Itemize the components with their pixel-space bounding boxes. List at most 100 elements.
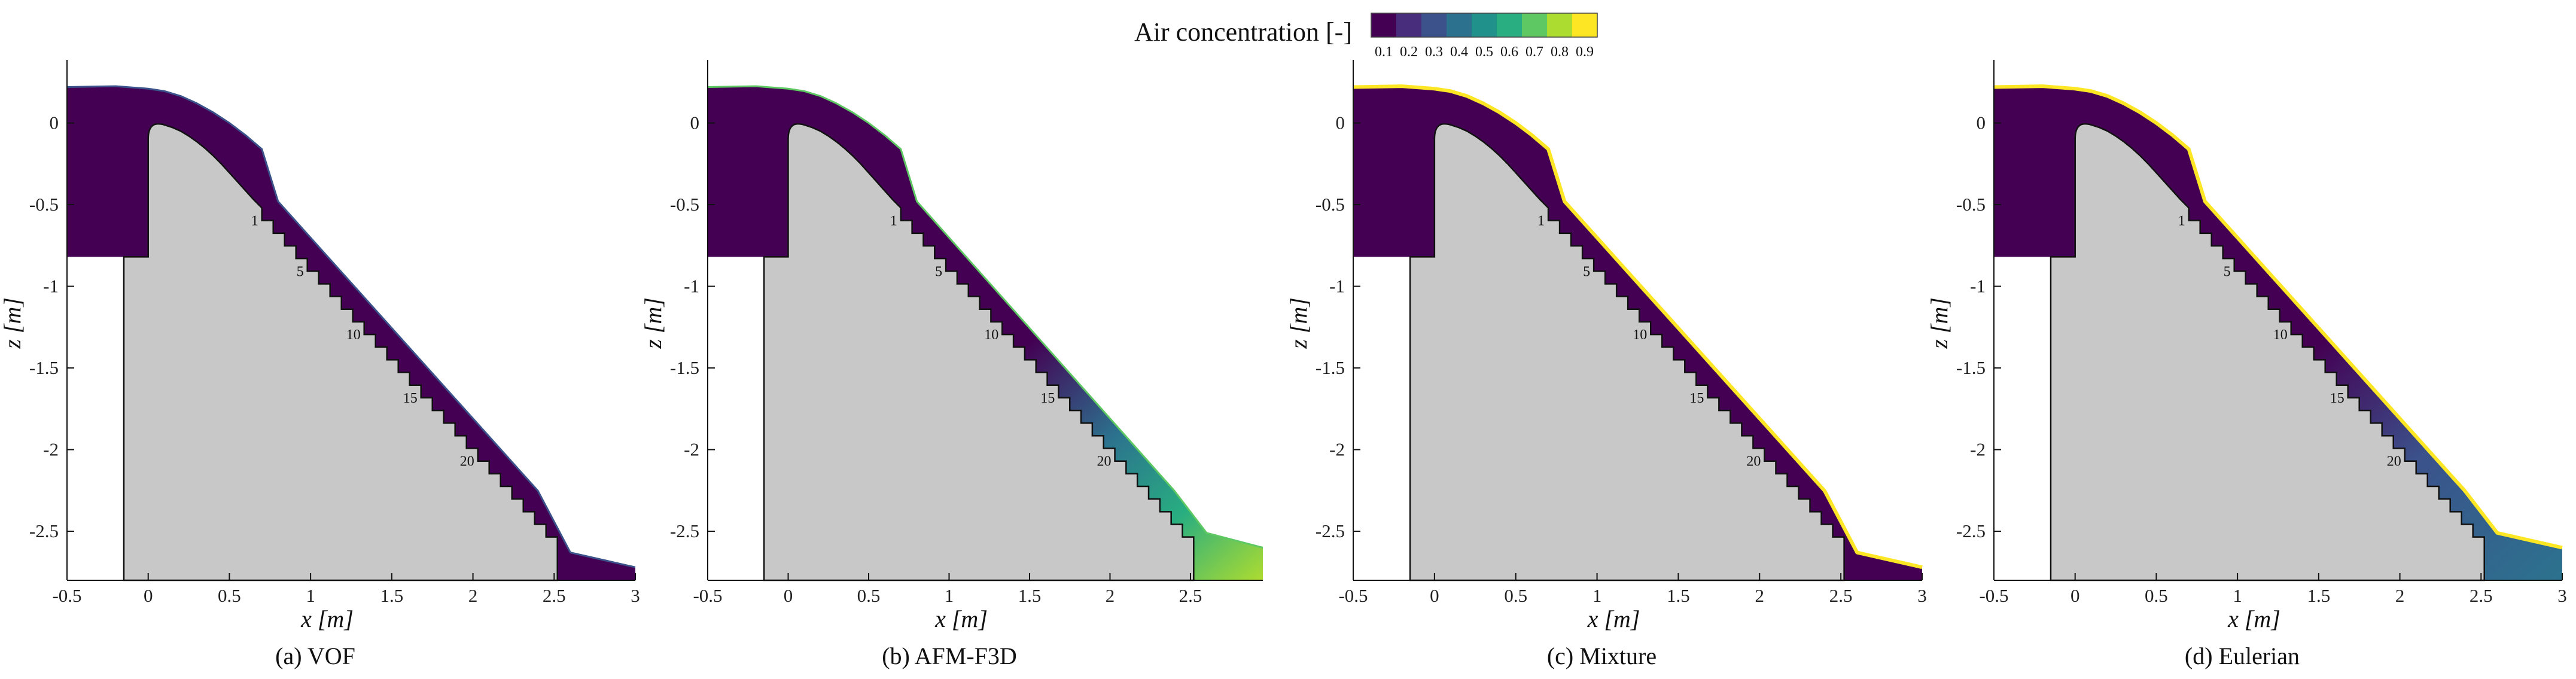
x-tick-label: 2 (2395, 585, 2405, 606)
colorbar-ticks: 0.1 0.2 0.3 0.4 0.5 0.6 0.7 0.8 0.9 (1375, 44, 1594, 60)
x-tick-label: -0.5 (693, 585, 722, 606)
spillway-body (763, 123, 1195, 581)
step-label: 20 (1097, 454, 1112, 470)
x-tick-label: 2.5 (2470, 585, 2493, 606)
x-tick-label: 3 (631, 585, 640, 606)
x-axis-label: x [m] (934, 605, 988, 632)
y-tick-label: -1 (43, 276, 59, 297)
step-label: 20 (1746, 454, 1761, 470)
colorbar-swatch (1497, 13, 1522, 37)
colorbar-tick-label: 0.1 (1375, 44, 1393, 60)
step-label: 20 (460, 454, 474, 470)
x-tick-label: 1 (306, 585, 315, 606)
y-tick-label: -1 (1329, 276, 1345, 297)
y-axis-label: z [m] (1926, 297, 1953, 349)
air-water-interface (66, 85, 636, 568)
y-axis-label: z [m] (640, 297, 666, 349)
x-axis-label: x [m] (1587, 605, 1640, 632)
step-label: 5 (297, 264, 304, 279)
x-tick-label: 3 (1917, 585, 1927, 606)
x-tick-label: 3 (2557, 585, 2567, 606)
step-label: 5 (2224, 264, 2231, 279)
y-tick-label: -1 (1970, 276, 1986, 297)
air-water-interface (707, 85, 1263, 549)
y-tick-label: -0.5 (1316, 194, 1345, 215)
step-label: 1 (251, 214, 258, 229)
y-tick-label: -2.5 (1956, 520, 1986, 541)
spillway-body (1409, 123, 1845, 581)
step-label: 15 (1689, 391, 1704, 406)
x-tick-label: 1 (2233, 585, 2242, 606)
panel-caption: (a) VOF (275, 643, 355, 669)
x-tick-label: 2 (1106, 585, 1115, 606)
step-label: 10 (984, 327, 998, 343)
x-tick-label: 1.5 (1667, 585, 1690, 606)
colorbar-tick-label: 0.8 (1551, 44, 1569, 60)
x-tick-label: 0 (784, 585, 793, 606)
y-tick-label: -2 (1970, 439, 1986, 460)
y-tick-label: 0 (1336, 112, 1345, 133)
panel-caption: (d) Eulerian (2185, 643, 2300, 669)
x-tick-label: 0 (144, 585, 153, 606)
step-label: 1 (1537, 214, 1545, 229)
y-tick-label: -2 (1329, 439, 1345, 460)
panel-caption: (c) Mixture (1547, 643, 1657, 669)
spillway-body (2050, 123, 2485, 581)
colorbar-swatches (1371, 13, 1598, 38)
colorbar-tick-label: 0.2 (1400, 44, 1418, 60)
colorbar-frame (1371, 13, 1598, 38)
step-label: 15 (403, 391, 418, 406)
step-label: 1 (890, 214, 897, 229)
x-tick-label: 1.5 (1018, 585, 1042, 606)
y-tick-label: 0 (50, 112, 59, 133)
y-tick-label: -2.5 (670, 520, 699, 541)
colorbar-swatch (1371, 13, 1396, 37)
colorbar: Air concentration [-] 0.1 0.2 0.3 0.4 0.5 0.6… (1134, 13, 1598, 60)
y-tick-label: -1.5 (1956, 357, 1986, 378)
step-label: 10 (2273, 327, 2288, 343)
y-tick-label: -2.5 (1316, 520, 1345, 541)
colorbar-tick-label: 0.4 (1450, 44, 1468, 60)
x-tick-label: 1 (945, 585, 954, 606)
y-tick-label: -1 (684, 276, 699, 297)
x-tick-label: 1.5 (380, 585, 403, 606)
step-label: 1 (2178, 214, 2185, 229)
colorbar-tick-label: 0.9 (1576, 44, 1594, 60)
step-label: 15 (1040, 391, 1055, 406)
x-tick-label: 0.5 (1504, 585, 1527, 606)
step-label: 5 (935, 264, 942, 279)
spillway-body (123, 123, 558, 581)
step-label: 10 (1633, 327, 1647, 343)
x-tick-label: 2.5 (1179, 585, 1202, 606)
x-tick-label: 0 (1430, 585, 1439, 606)
x-tick-label: 0.5 (2145, 585, 2168, 606)
y-tick-label: -1.5 (29, 357, 59, 378)
x-tick-label: 2.5 (1829, 585, 1853, 606)
colorbar-tick-label: 0.5 (1475, 44, 1493, 60)
x-tick-label: 2 (468, 585, 478, 606)
x-tick-label: -0.5 (1979, 585, 2008, 606)
x-tick-label: -0.5 (52, 585, 81, 606)
y-tick-label: -2.5 (29, 520, 59, 541)
colorbar-swatch (1447, 13, 1472, 37)
step-label: 10 (346, 327, 361, 343)
y-tick-label: 0 (1977, 112, 1986, 133)
x-tick-label: 2 (1755, 585, 1765, 606)
y-tick-label: -0.5 (29, 194, 59, 215)
colorbar-swatch (1421, 13, 1447, 37)
colorbar-swatch (1472, 13, 1497, 37)
air-water-interface (1993, 84, 2563, 550)
x-axis-label: x [m] (2227, 605, 2280, 632)
colorbar-title: Air concentration [-] (1134, 17, 1352, 47)
colorbar-swatch (1572, 13, 1597, 37)
x-axis-label: x [m] (300, 605, 354, 632)
x-tick-label: -0.5 (1338, 585, 1368, 606)
step-label: 5 (1583, 264, 1590, 279)
x-tick-label: 1 (1593, 585, 1602, 606)
y-tick-label: 0 (690, 112, 700, 133)
colorbar-swatch (1522, 13, 1547, 37)
x-tick-label: 0 (2070, 585, 2080, 606)
